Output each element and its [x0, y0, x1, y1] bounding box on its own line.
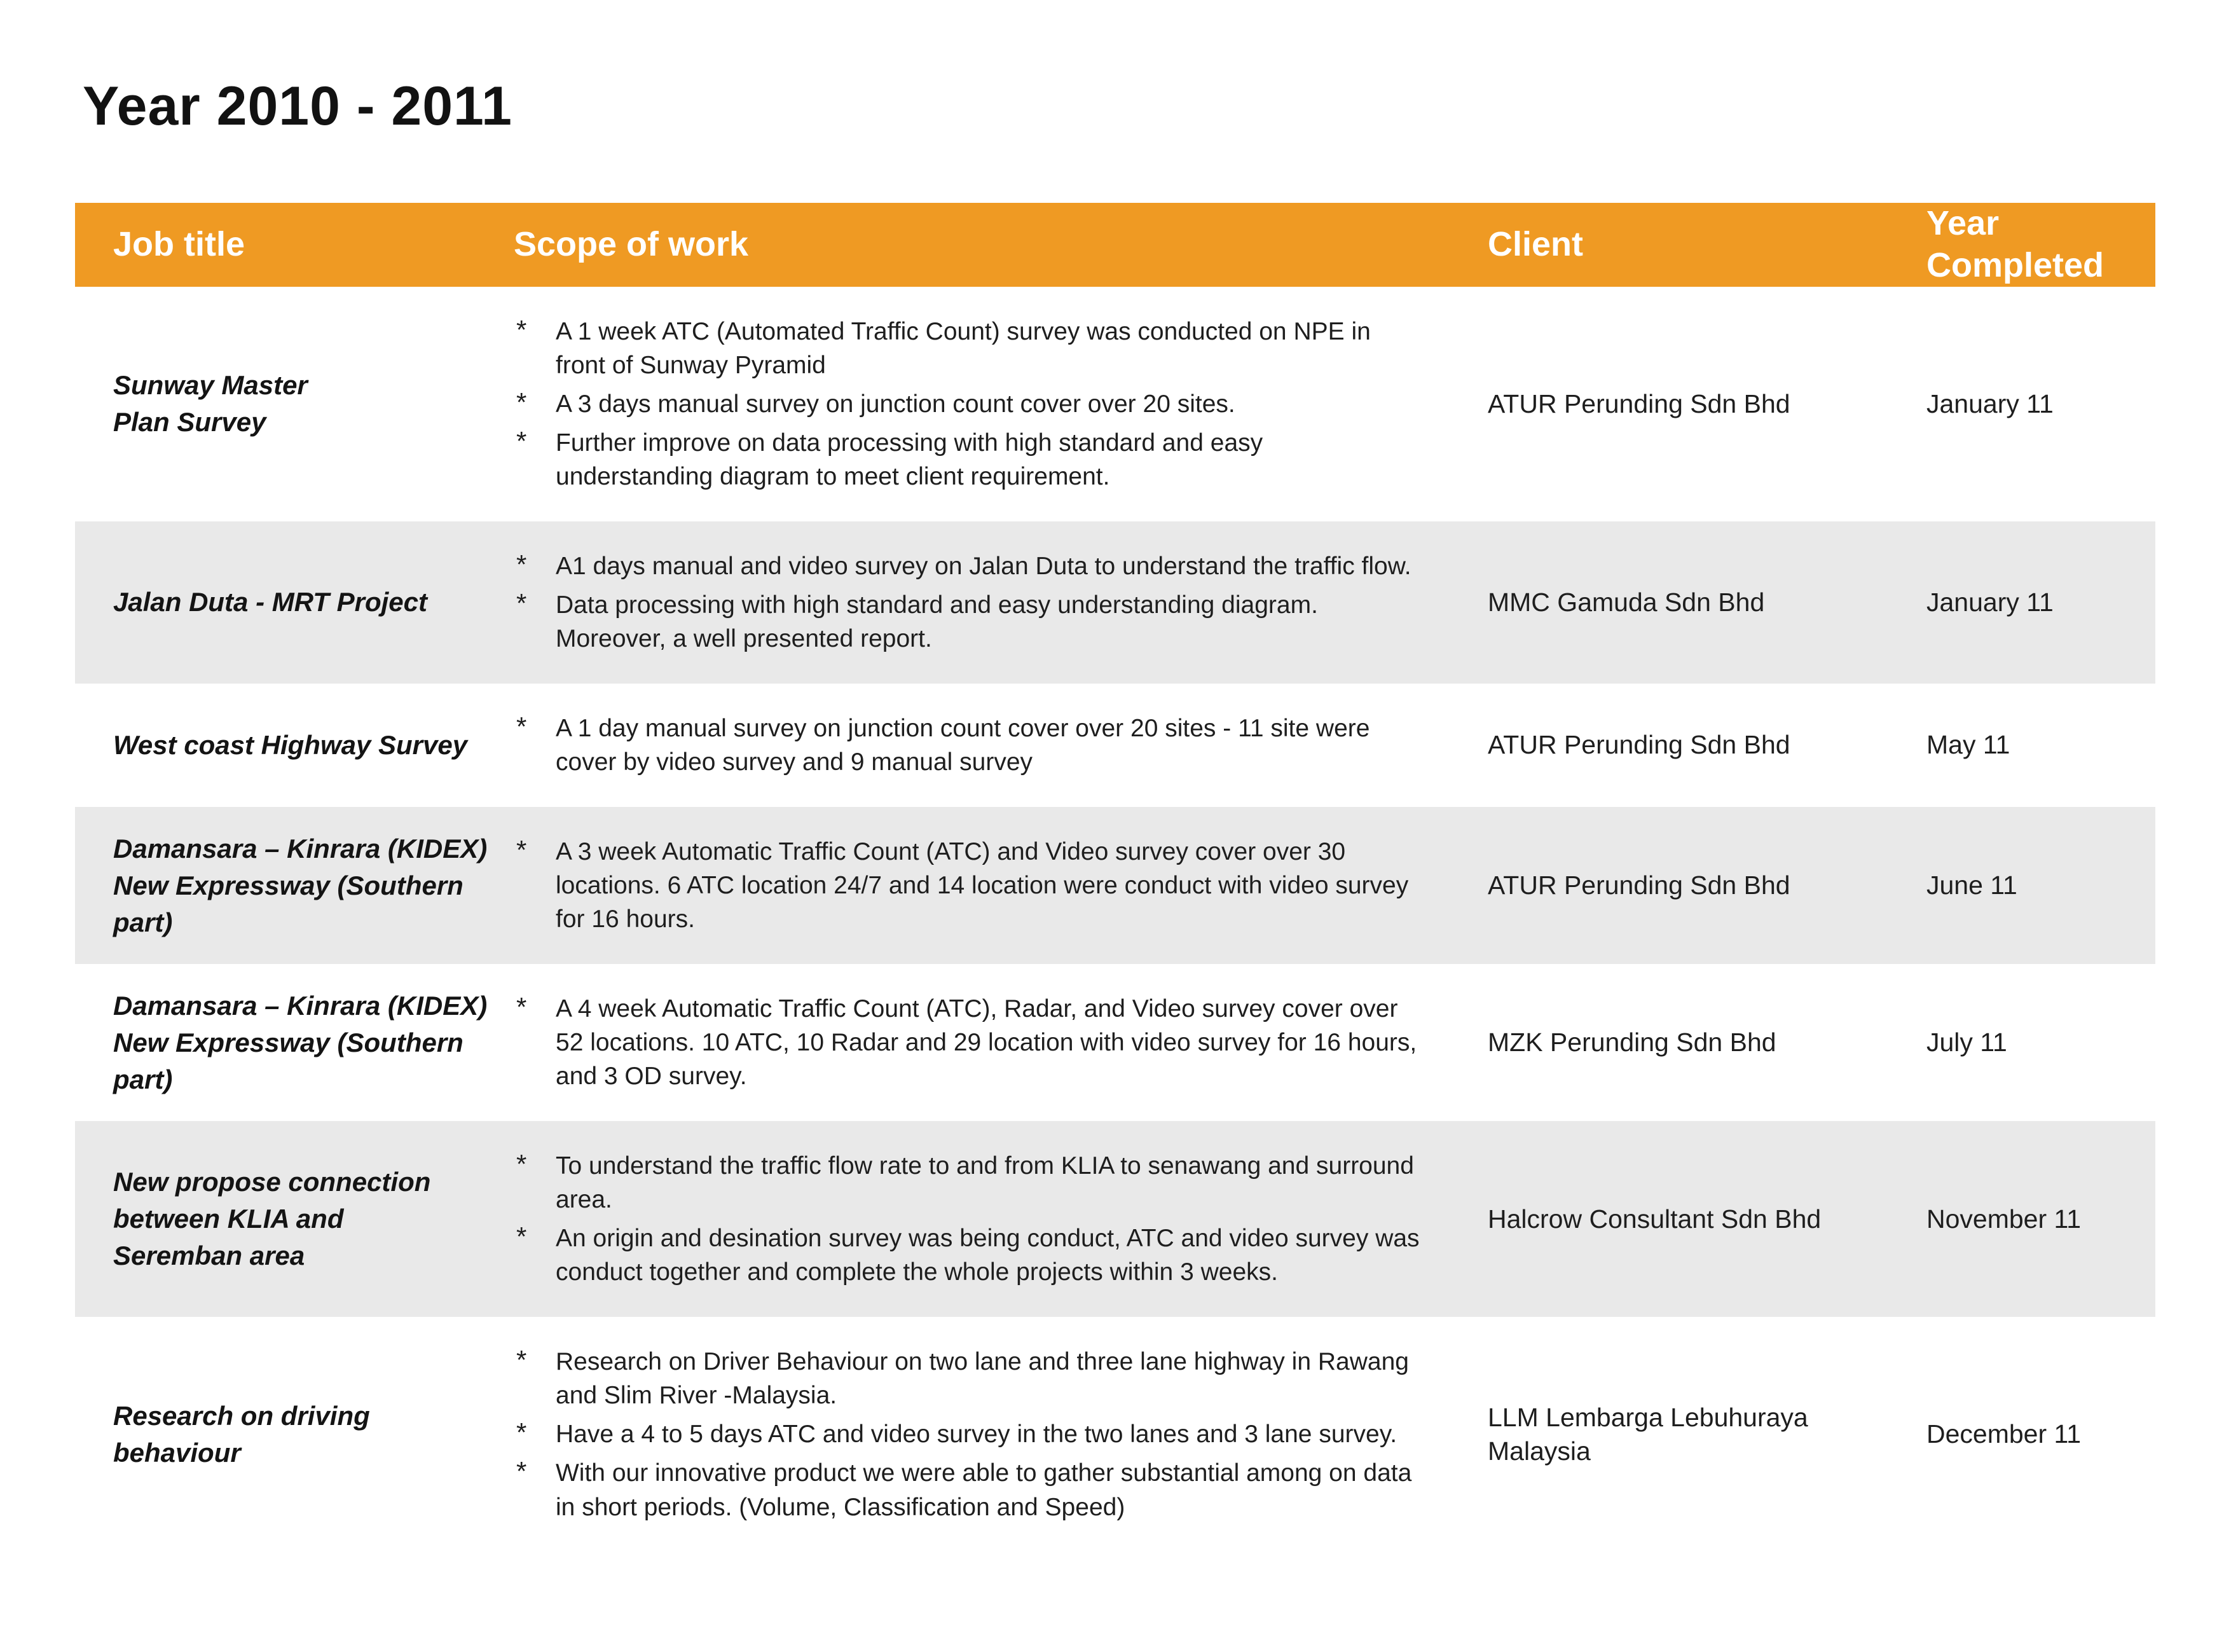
asterisk-bullet-icon: * — [516, 712, 527, 741]
asterisk-bullet-icon: * — [516, 1222, 527, 1252]
table-row: Damansara – Kinrara (KIDEX) New Expressw… — [75, 964, 2155, 1121]
scope-cell: * A 3 week Automatic Traffic Count (ATC)… — [514, 830, 1462, 941]
bullet-item: * A 3 days manual survey on junction cou… — [514, 387, 1424, 421]
bullet-text: Research on Driver Behaviour on two lane… — [556, 1348, 1409, 1410]
bullet-text: A 1 week ATC (Automated Traffic Count) s… — [556, 317, 1371, 379]
asterisk-bullet-icon: * — [516, 549, 527, 579]
asterisk-bullet-icon: * — [516, 1417, 527, 1448]
bullet-item: * A 3 week Automatic Traffic Count (ATC)… — [514, 835, 1424, 936]
bullet-text: A 1 day manual survey on junction count … — [556, 715, 1370, 776]
bullet-item: * To understand the traffic flow rate to… — [514, 1149, 1424, 1216]
job-title-cell: New propose connection between KLIA and … — [113, 1167, 431, 1271]
asterisk-bullet-icon: * — [516, 1345, 527, 1375]
client-cell: ATUR Perunding Sdn Bhd — [1488, 730, 1790, 760]
job-title-cell: Research on driving behaviour — [113, 1401, 370, 1468]
year-completed-cell: January 11 — [1926, 389, 2054, 418]
job-title-cell: West coast Highway Survey — [113, 730, 468, 761]
asterisk-bullet-icon: * — [516, 425, 527, 456]
bullet-text: Data processing with high standard and e… — [556, 591, 1318, 652]
table-header-row: Job title Scope of work Client Year Comp… — [75, 203, 2155, 287]
bullet-item: * Further improve on data processing wit… — [514, 426, 1424, 493]
bullet-item: * Have a 4 to 5 days ATC and video surve… — [514, 1417, 1424, 1451]
asterisk-bullet-icon: * — [516, 992, 527, 1022]
asterisk-bullet-icon: * — [516, 1149, 527, 1180]
bullet-item: * Data processing with high standard and… — [514, 588, 1424, 656]
table-row: New propose connection between KLIA and … — [75, 1121, 2155, 1318]
bullet-text: A 4 week Automatic Traffic Count (ATC), … — [556, 995, 1417, 1091]
bullet-item: * With our innovative product we were ab… — [514, 1456, 1424, 1524]
bullet-item: * An origin and desination survey was be… — [514, 1222, 1424, 1289]
year-completed-cell: November 11 — [1926, 1204, 2082, 1234]
table-row: West coast Highway Survey * A 1 day manu… — [75, 684, 2155, 807]
table-row: Damansara – Kinrara (KIDEX) New Expressw… — [75, 807, 2155, 965]
job-title-cell: Jalan Duta - MRT Project — [113, 587, 427, 617]
bullet-text: To understand the traffic flow rate to a… — [556, 1152, 1414, 1214]
table-body: Sunway Master Plan Survey * A 1 week ATC… — [75, 287, 2155, 1552]
bullet-text: A 3 week Automatic Traffic Count (ATC) a… — [556, 838, 1409, 933]
bullet-text: An origin and desination survey was bein… — [556, 1225, 1420, 1286]
job-title-cell: Sunway Master Plan Survey — [113, 370, 308, 437]
job-title-cell: Damansara – Kinrara (KIDEX) New Expressw… — [113, 833, 488, 937]
bullet-text: Have a 4 to 5 days ATC and video survey … — [556, 1421, 1397, 1449]
scope-cell: * A 4 week Automatic Traffic Count (ATC)… — [514, 987, 1462, 1098]
asterisk-bullet-icon: * — [516, 588, 527, 618]
column-header-client: Client — [1488, 224, 1584, 263]
scope-cell: * A 1 week ATC (Automated Traffic Count)… — [514, 310, 1462, 499]
table-row: Sunway Master Plan Survey * A 1 week ATC… — [75, 287, 2155, 521]
page-title: Year 2010 - 2011 — [83, 76, 512, 137]
bullet-text: A1 days manual and video survey on Jalan… — [556, 552, 1411, 580]
scope-cell: * To understand the traffic flow rate to… — [514, 1144, 1462, 1294]
bullet-text: Further improve on data processing with … — [556, 429, 1263, 490]
client-cell: ATUR Perunding Sdn Bhd — [1488, 389, 1790, 418]
asterisk-bullet-icon: * — [516, 835, 527, 865]
column-header-job-title: Job title — [113, 224, 245, 263]
scope-cell: * A 1 day manual survey on junction coun… — [514, 706, 1462, 784]
table-row: Research on driving behaviour * Research… — [75, 1317, 2155, 1552]
year-completed-cell: December 11 — [1926, 1419, 2082, 1449]
bullet-item: * A 4 week Automatic Traffic Count (ATC)… — [514, 992, 1424, 1093]
client-cell: MMC Gamuda Sdn Bhd — [1488, 587, 1765, 617]
job-title-cell: Damansara – Kinrara (KIDEX) New Expressw… — [113, 990, 488, 1094]
bullet-item: * A 1 day manual survey on junction coun… — [514, 712, 1424, 779]
year-completed-cell: January 11 — [1926, 587, 2054, 617]
year-completed-cell: May 11 — [1926, 730, 2010, 760]
client-cell: LLM Lembarga Lebuhuraya Malaysia — [1488, 1402, 1808, 1466]
asterisk-bullet-icon: * — [516, 1456, 527, 1487]
asterisk-bullet-icon: * — [516, 314, 527, 345]
table-row: Jalan Duta - MRT Project * A1 days manua… — [75, 521, 2155, 684]
bullet-text: A 3 days manual survey on junction count… — [556, 390, 1235, 418]
client-cell: MZK Perunding Sdn Bhd — [1488, 1028, 1776, 1057]
projects-table: Job title Scope of work Client Year Comp… — [75, 203, 2155, 1552]
column-header-scope-of-work: Scope of work — [514, 224, 749, 263]
bullet-item: * A1 days manual and video survey on Jal… — [514, 549, 1424, 583]
bullet-item: * Research on Driver Behaviour on two la… — [514, 1345, 1424, 1412]
scope-cell: * A1 days manual and video survey on Jal… — [514, 544, 1462, 661]
bullet-item: * A 1 week ATC (Automated Traffic Count)… — [514, 315, 1424, 382]
year-completed-cell: July 11 — [1926, 1028, 2007, 1057]
client-cell: Halcrow Consultant Sdn Bhd — [1488, 1204, 1822, 1234]
client-cell: ATUR Perunding Sdn Bhd — [1488, 870, 1790, 900]
year-completed-cell: June 11 — [1926, 870, 2017, 900]
asterisk-bullet-icon: * — [516, 387, 527, 417]
scope-cell: * Research on Driver Behaviour on two la… — [514, 1340, 1462, 1529]
column-header-year-completed: Year Completed — [1926, 204, 2104, 284]
bullet-text: With our innovative product we were able… — [556, 1459, 1412, 1521]
